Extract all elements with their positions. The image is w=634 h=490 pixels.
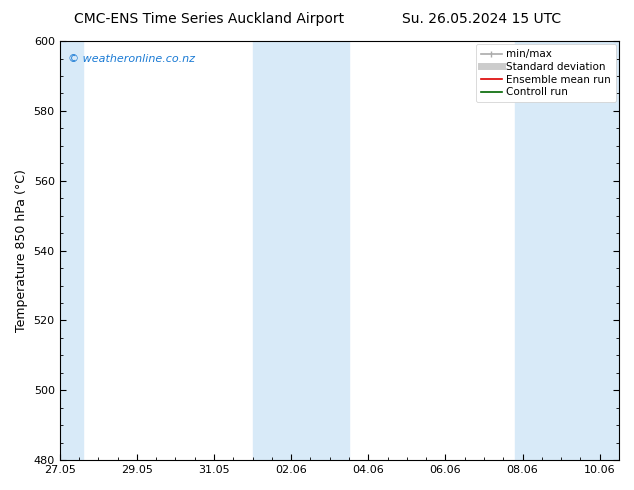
Text: Su. 26.05.2024 15 UTC: Su. 26.05.2024 15 UTC bbox=[403, 12, 561, 26]
Bar bbox=[515, 41, 619, 460]
Bar bbox=[252, 41, 349, 460]
Y-axis label: Temperature 850 hPa (°C): Temperature 850 hPa (°C) bbox=[15, 169, 28, 332]
Bar bbox=[60, 41, 83, 460]
Text: CMC-ENS Time Series Auckland Airport: CMC-ENS Time Series Auckland Airport bbox=[74, 12, 344, 26]
Legend: min/max, Standard deviation, Ensemble mean run, Controll run: min/max, Standard deviation, Ensemble me… bbox=[476, 44, 616, 102]
Text: © weatheronline.co.nz: © weatheronline.co.nz bbox=[68, 53, 195, 64]
